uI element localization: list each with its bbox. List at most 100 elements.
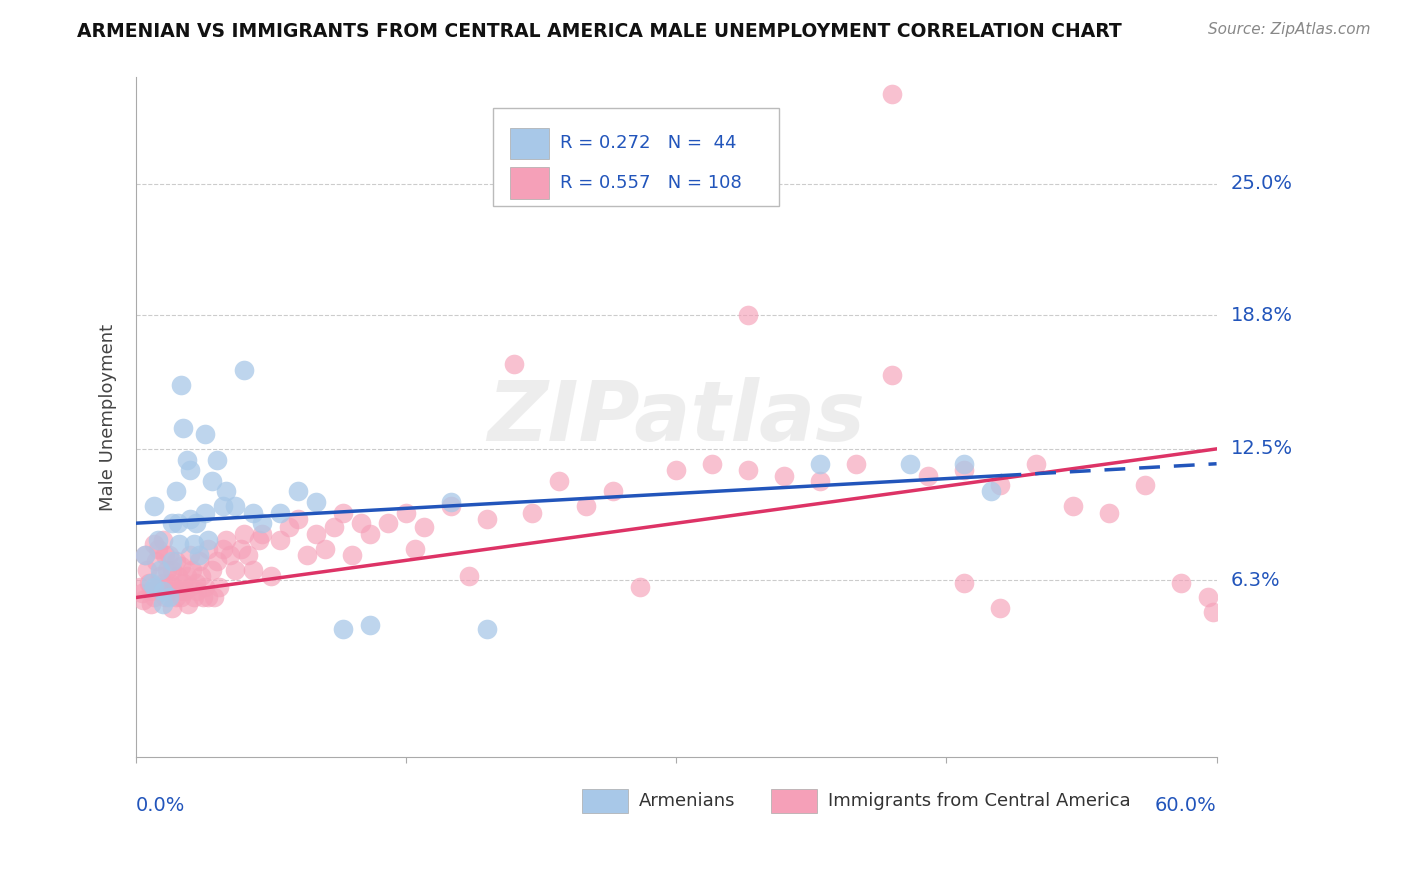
FancyBboxPatch shape	[582, 789, 627, 813]
Point	[186, 584, 208, 599]
Point	[202, 591, 225, 605]
Point	[170, 558, 193, 573]
Point	[139, 584, 162, 599]
Point	[184, 575, 207, 590]
Point	[323, 520, 346, 534]
Point	[477, 623, 499, 637]
Point	[359, 618, 381, 632]
Point	[179, 548, 201, 562]
Text: 25.0%: 25.0%	[1230, 174, 1292, 193]
FancyBboxPatch shape	[510, 168, 548, 199]
Point	[160, 601, 183, 615]
Point	[160, 554, 183, 568]
Point	[218, 548, 240, 562]
Point	[953, 457, 976, 471]
Point	[145, 554, 167, 568]
Point	[139, 575, 162, 590]
Point	[602, 484, 624, 499]
Point	[359, 526, 381, 541]
Text: 60.0%: 60.0%	[1154, 796, 1216, 814]
Text: ZIPatlas: ZIPatlas	[488, 376, 865, 458]
Point	[165, 484, 187, 499]
Point	[229, 541, 252, 556]
Point	[173, 584, 195, 599]
Point	[233, 526, 256, 541]
Point	[197, 591, 219, 605]
Point	[143, 499, 166, 513]
Point	[208, 580, 231, 594]
Point	[201, 563, 224, 577]
Point	[183, 537, 205, 551]
Point	[128, 580, 150, 594]
Point	[197, 541, 219, 556]
Point	[917, 469, 939, 483]
Point	[980, 484, 1002, 499]
Point	[1133, 478, 1156, 492]
Point	[132, 592, 155, 607]
Point	[181, 563, 204, 577]
Point	[146, 533, 169, 548]
Point	[702, 457, 724, 471]
Point	[1197, 591, 1219, 605]
Point	[190, 569, 212, 583]
Point	[665, 463, 688, 477]
Point	[548, 474, 571, 488]
Point	[278, 520, 301, 534]
Point	[157, 584, 180, 599]
Point	[215, 484, 238, 499]
Point	[169, 584, 191, 599]
Point	[148, 563, 170, 577]
Point	[143, 580, 166, 594]
Point	[165, 591, 187, 605]
Point	[138, 575, 160, 590]
Point	[350, 516, 373, 531]
Point	[242, 563, 264, 577]
Point	[340, 548, 363, 562]
Point	[197, 533, 219, 548]
Point	[211, 541, 233, 556]
Point	[143, 537, 166, 551]
Point	[179, 512, 201, 526]
Point	[166, 569, 188, 583]
Point	[134, 548, 156, 562]
Point	[773, 469, 796, 483]
Point	[305, 526, 328, 541]
Point	[1202, 605, 1225, 619]
Point	[305, 495, 328, 509]
Point	[882, 368, 904, 382]
Point	[150, 584, 173, 599]
Point	[953, 463, 976, 477]
Text: 0.0%: 0.0%	[136, 796, 186, 814]
Point	[170, 591, 193, 605]
FancyBboxPatch shape	[772, 789, 817, 813]
Point	[160, 516, 183, 531]
Point	[157, 591, 180, 605]
Point	[152, 597, 174, 611]
Point	[205, 452, 228, 467]
Point	[201, 474, 224, 488]
Point	[148, 569, 170, 583]
Text: 18.8%: 18.8%	[1230, 306, 1292, 325]
Point	[170, 378, 193, 392]
FancyBboxPatch shape	[492, 108, 779, 206]
Point	[152, 575, 174, 590]
Point	[152, 584, 174, 599]
Point	[269, 533, 291, 548]
Point	[176, 452, 198, 467]
Point	[808, 474, 831, 488]
Point	[242, 506, 264, 520]
Point	[990, 478, 1012, 492]
Point	[146, 541, 169, 556]
Point	[160, 563, 183, 577]
Point	[153, 548, 176, 562]
Point	[269, 506, 291, 520]
Text: R = 0.557   N = 108: R = 0.557 N = 108	[560, 174, 741, 192]
Point	[205, 554, 228, 568]
Point	[193, 427, 215, 442]
Point	[152, 533, 174, 548]
Point	[224, 563, 246, 577]
Point	[287, 484, 309, 499]
Point	[188, 554, 211, 568]
Point	[377, 516, 399, 531]
Point	[477, 512, 499, 526]
